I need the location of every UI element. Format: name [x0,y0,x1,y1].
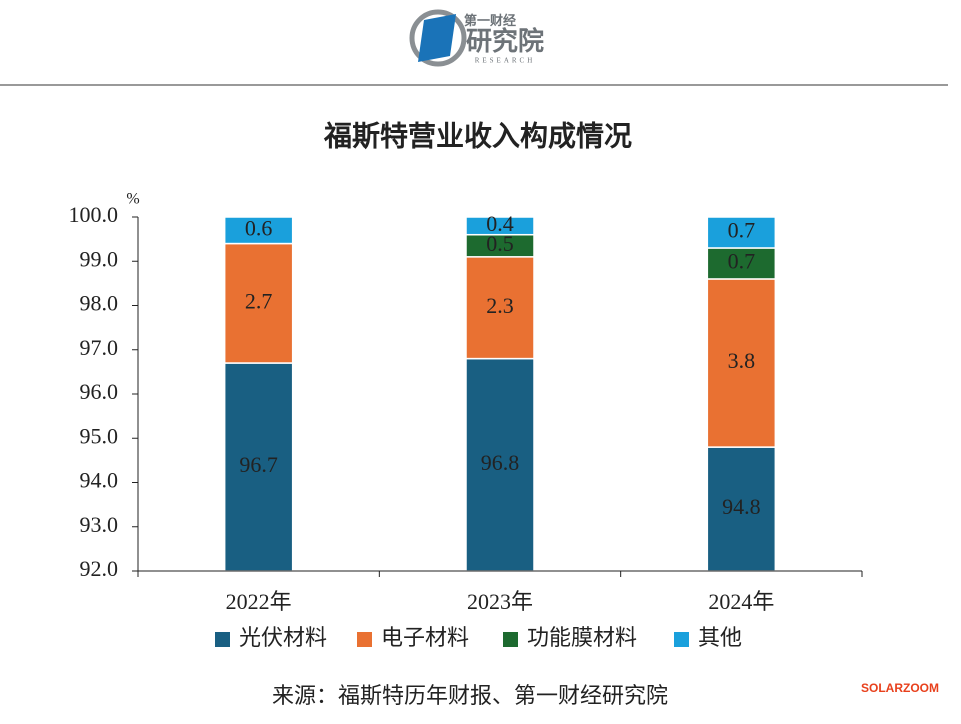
bar-segment [223,216,294,245]
x-tick-label: 2024年 [708,589,774,614]
bar-segment [223,362,294,572]
logo-sub: RESEARCH [475,57,536,65]
data-label: 2.3 [486,293,514,318]
y-tick-label: 99.0 [80,246,119,271]
bar-segment [223,242,294,364]
y-tick-label: 92.0 [80,556,119,581]
logo: 第一财经 研究院 RESEARCH [409,9,544,67]
data-label: 94.8 [722,494,761,519]
legend-swatch [674,632,689,647]
y-tick-label: 97.0 [80,335,119,360]
data-label: 0.7 [728,249,756,274]
bar-segment [706,216,777,249]
bar-segment [706,247,777,280]
legend-label: 光伏材料 [239,625,327,650]
legend-swatch [503,632,518,647]
y-tick-label: 95.0 [80,423,119,448]
y-tick-label: 93.0 [80,512,119,537]
y-tick-label: 96.0 [80,379,119,404]
legend-label: 功能膜材料 [527,625,637,650]
y-tick-label: 100.0 [69,202,119,227]
x-tick-label: 2022年 [226,589,292,614]
bar-segment [465,357,535,572]
y-unit: % [126,191,139,208]
data-label: 0.6 [245,215,273,240]
x-tick-label: 2023年 [467,589,533,614]
bar-segment [465,216,535,236]
legend-label: 其他 [698,625,742,650]
data-label: 96.8 [481,450,520,475]
source: 来源：福斯特历年财报、第一财经研究院 [272,683,668,708]
watermark: SOLARZOOM [861,681,939,695]
logo-top: 第一财经 [464,13,516,28]
y-tick-label: 98.0 [80,291,119,316]
data-label: 3.8 [728,348,756,373]
data-label: 96.7 [239,452,278,477]
data-label: 0.7 [728,218,756,243]
data-label: 2.7 [245,288,273,313]
plot: 92.0 93.0 94.0 95.0 96.0 97.0 98.0 99.0 100.0 96.… [69,202,863,650]
legend-label: 电子材料 [381,625,469,650]
logo-main: 研究院 [466,26,544,56]
data-label: 0.4 [486,211,514,236]
logo-mark [418,14,456,62]
bar-segment [706,278,777,448]
legend-swatch [215,632,230,647]
legend-swatch [357,632,372,647]
bar-segment [465,256,535,360]
chart-title: 福斯特营业收入构成情况 [323,120,632,152]
y-tick-label: 94.0 [80,468,119,493]
logo-ring [409,9,467,67]
